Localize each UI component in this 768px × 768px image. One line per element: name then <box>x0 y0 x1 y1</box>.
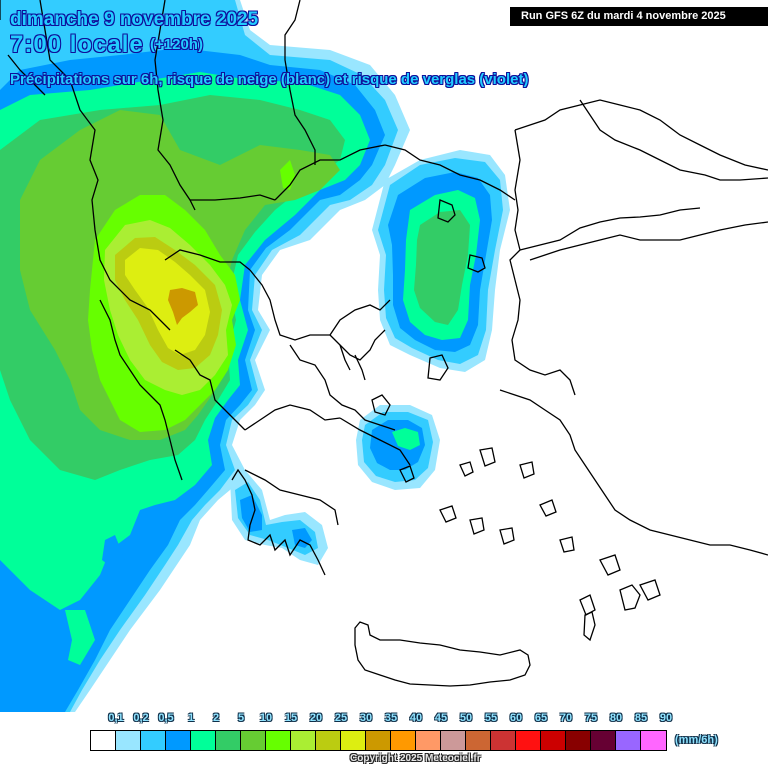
legend-swatch <box>291 731 316 750</box>
legend-threshold-label: 2 <box>212 712 220 724</box>
legend-swatch <box>141 731 166 750</box>
legend-swatch <box>441 731 466 750</box>
legend-threshold-label: 0,2 <box>133 712 149 724</box>
legend-threshold-label: 25 <box>334 712 348 724</box>
legend-swatch <box>616 731 641 750</box>
legend-swatch <box>91 731 116 750</box>
legend-swatch <box>241 731 266 750</box>
legend-swatch <box>466 731 491 750</box>
legend-threshold-label: 90 <box>659 712 673 724</box>
legend-threshold-label: 40 <box>409 712 423 724</box>
legend-unit: (mm/6h) <box>675 734 718 746</box>
legend-swatch <box>641 731 666 750</box>
legend-threshold-label: 10 <box>259 712 273 724</box>
legend-threshold-label: 75 <box>584 712 598 724</box>
legend-swatch <box>591 731 616 750</box>
legend-swatch <box>341 731 366 750</box>
precip-south-aegean-blob <box>356 405 440 490</box>
precip-aegean-mass <box>372 150 510 372</box>
legend-threshold-label: 60 <box>509 712 523 724</box>
copyright-notice: Copyright 2025 Meteociel.fr <box>350 753 481 764</box>
legend-threshold-label: 85 <box>634 712 648 724</box>
legend-threshold-label: 30 <box>359 712 373 724</box>
legend-swatch <box>216 731 241 750</box>
forecast-date: dimanche 9 novembre 2025 <box>10 9 259 30</box>
legend-swatch <box>366 731 391 750</box>
legend-threshold-label: 15 <box>284 712 298 724</box>
coastlines-borders <box>0 0 768 687</box>
legend-swatch <box>266 731 291 750</box>
legend-swatch <box>391 731 416 750</box>
model-run-banner: Run GFS 6Z du mardi 4 novembre 2025 <box>510 7 768 26</box>
legend-swatch <box>416 731 441 750</box>
legend-threshold-label: 1 <box>187 712 195 724</box>
legend-swatch <box>116 731 141 750</box>
legend-swatch <box>166 731 191 750</box>
legend-threshold-label: 55 <box>484 712 498 724</box>
legend-threshold-label: 0,5 <box>158 712 174 724</box>
legend-swatch <box>566 731 591 750</box>
legend-swatch <box>316 731 341 750</box>
legend-threshold-label: 5 <box>237 712 245 724</box>
legend-color-bar <box>90 730 667 751</box>
legend-swatch <box>541 731 566 750</box>
legend-labels: 0,1 0,2 0,5 1 2 5 10 15 20 25 30 35 40 45 50 55 60 65 70 75… <box>90 712 710 728</box>
forecast-lead-time: (+120h) <box>150 36 203 53</box>
legend-threshold-label: 20 <box>309 712 323 724</box>
forecast-local-time: 7:00 locale <box>10 31 144 58</box>
precip-western-mass <box>0 0 410 712</box>
legend-threshold-label: 65 <box>534 712 548 724</box>
legend-threshold-label: 45 <box>434 712 448 724</box>
map-subtitle: Précipitations sur 6h, risque de neige (… <box>10 71 529 88</box>
legend-swatch <box>191 731 216 750</box>
legend-threshold-label: 50 <box>459 712 473 724</box>
legend-threshold-label: 80 <box>609 712 623 724</box>
legend-threshold-label: 0,1 <box>108 712 124 724</box>
legend-swatch <box>491 731 516 750</box>
legend-swatch <box>516 731 541 750</box>
legend-threshold-label: 35 <box>384 712 398 724</box>
legend-threshold-label: 70 <box>559 712 573 724</box>
